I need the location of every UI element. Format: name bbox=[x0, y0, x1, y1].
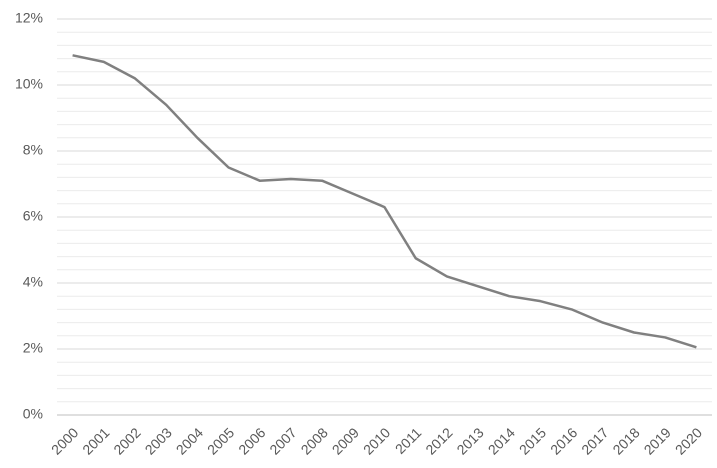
x-tick-label: 2020 bbox=[672, 424, 705, 457]
x-tick-label: 2008 bbox=[298, 424, 331, 457]
y-tick-label: 0% bbox=[23, 406, 43, 422]
y-tick-label: 10% bbox=[15, 76, 43, 92]
x-tick-label: 2013 bbox=[453, 424, 486, 457]
y-tick-label: 6% bbox=[23, 208, 43, 224]
x-tick-label: 2014 bbox=[485, 424, 518, 457]
y-tick-label: 2% bbox=[23, 340, 43, 356]
x-tick-label: 2010 bbox=[360, 424, 393, 457]
x-tick-label: 2018 bbox=[609, 424, 642, 457]
x-tick-label: 2002 bbox=[110, 424, 143, 457]
x-tick-label: 2005 bbox=[204, 424, 237, 457]
x-tick-label: 2006 bbox=[235, 424, 268, 457]
x-tick-label: 2003 bbox=[142, 424, 175, 457]
x-tick-label: 2001 bbox=[79, 424, 112, 457]
y-tick-label: 12% bbox=[15, 10, 43, 26]
x-tick-label: 2015 bbox=[516, 424, 549, 457]
x-tick-label: 2009 bbox=[329, 424, 362, 457]
x-tick-label: 2004 bbox=[173, 424, 206, 457]
x-tick-label: 2011 bbox=[392, 424, 425, 457]
x-tick-label: 2017 bbox=[578, 424, 611, 457]
data-line bbox=[72, 54, 697, 349]
x-tick-label: 2012 bbox=[422, 424, 455, 457]
x-tick-label: 2007 bbox=[266, 424, 299, 457]
x-tick-label: 2016 bbox=[547, 424, 580, 457]
x-tick-label: 2000 bbox=[48, 424, 81, 457]
x-tick-label: 2019 bbox=[641, 424, 674, 457]
y-tick-label: 8% bbox=[23, 142, 43, 158]
y-tick-label: 4% bbox=[23, 274, 43, 290]
